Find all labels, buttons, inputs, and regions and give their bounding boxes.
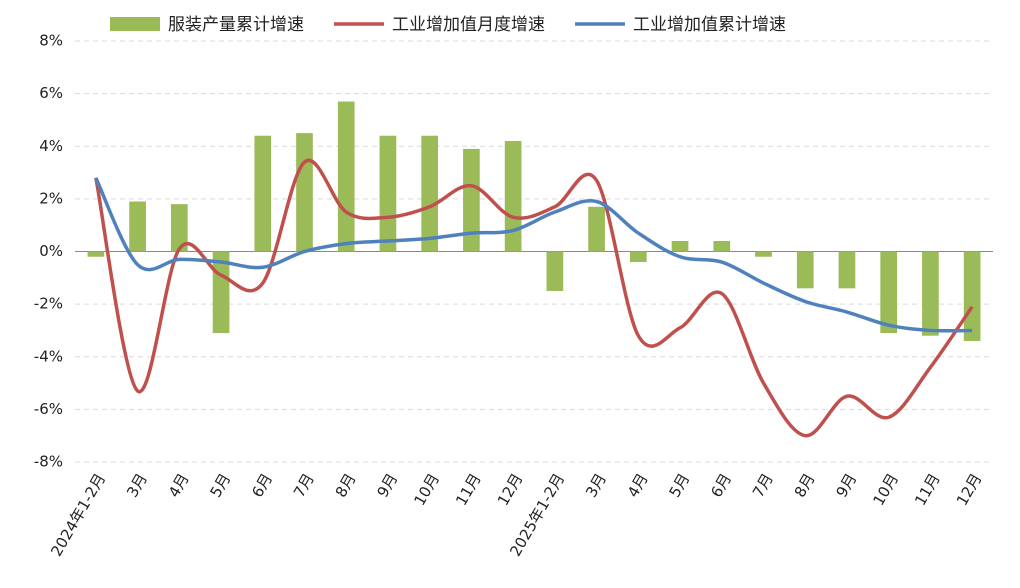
x-tick-label: 8月 xyxy=(332,470,360,500)
y-tick-label: -8% xyxy=(34,453,63,471)
x-tick-label: 7月 xyxy=(290,470,318,500)
x-tick-label: 12月 xyxy=(494,470,527,509)
x-tick-label: 10月 xyxy=(410,470,443,509)
bar xyxy=(796,251,814,289)
x-tick-label: 5月 xyxy=(207,470,235,500)
legend-label: 工业增加值月度增速 xyxy=(392,15,545,35)
legend-swatch xyxy=(110,17,160,31)
legend-label: 工业增加值累计增速 xyxy=(633,15,786,35)
bar xyxy=(671,240,689,252)
y-tick-label: 6% xyxy=(39,84,63,102)
y-tick-label: 0% xyxy=(39,242,63,260)
bar xyxy=(838,251,856,289)
x-tick-label: 9月 xyxy=(832,470,860,500)
y-tick-label: -4% xyxy=(34,347,63,365)
bar xyxy=(129,201,146,252)
bar xyxy=(337,101,355,252)
x-tick-label: 8月 xyxy=(791,470,819,500)
x-tick-label: 6月 xyxy=(248,470,276,500)
y-tick-label: 8% xyxy=(39,32,63,50)
x-tick-label: 7月 xyxy=(749,470,777,500)
y-tick-label: 2% xyxy=(39,189,63,207)
bar xyxy=(755,251,772,257)
x-tick-label: 11月 xyxy=(452,470,485,509)
x-tick-label: 4月 xyxy=(624,470,652,500)
x-tick-label: 2024年1-2月 xyxy=(47,470,109,559)
x-tick-label: 10月 xyxy=(869,470,902,509)
x-tick-label: 5月 xyxy=(666,470,694,500)
y-tick-label: 4% xyxy=(39,137,63,155)
y-tick-label: -2% xyxy=(34,295,63,313)
bar xyxy=(629,251,647,263)
legend-label: 服装产量累计增速 xyxy=(168,15,304,35)
x-tick-label: 9月 xyxy=(373,470,401,500)
bar xyxy=(588,206,605,252)
x-tick-label: 11月 xyxy=(911,470,944,509)
bar xyxy=(296,133,313,252)
bar xyxy=(713,240,731,252)
bar xyxy=(880,251,898,334)
line xyxy=(94,158,974,438)
bar xyxy=(504,140,522,252)
bar xyxy=(170,204,188,252)
x-tick-label: 6月 xyxy=(707,470,735,500)
bar xyxy=(421,135,439,252)
bar xyxy=(546,251,564,291)
bar xyxy=(379,135,397,252)
y-tick-label: -6% xyxy=(34,400,63,418)
bar xyxy=(87,251,105,257)
line xyxy=(94,177,973,333)
bar xyxy=(922,251,939,336)
bar xyxy=(254,135,272,252)
bar xyxy=(463,148,480,252)
x-tick-label: 12月 xyxy=(953,470,986,509)
x-tick-label: 3月 xyxy=(123,470,151,500)
x-tick-label: 4月 xyxy=(165,470,193,500)
bar xyxy=(963,251,981,341)
x-tick-label: 3月 xyxy=(582,470,610,500)
